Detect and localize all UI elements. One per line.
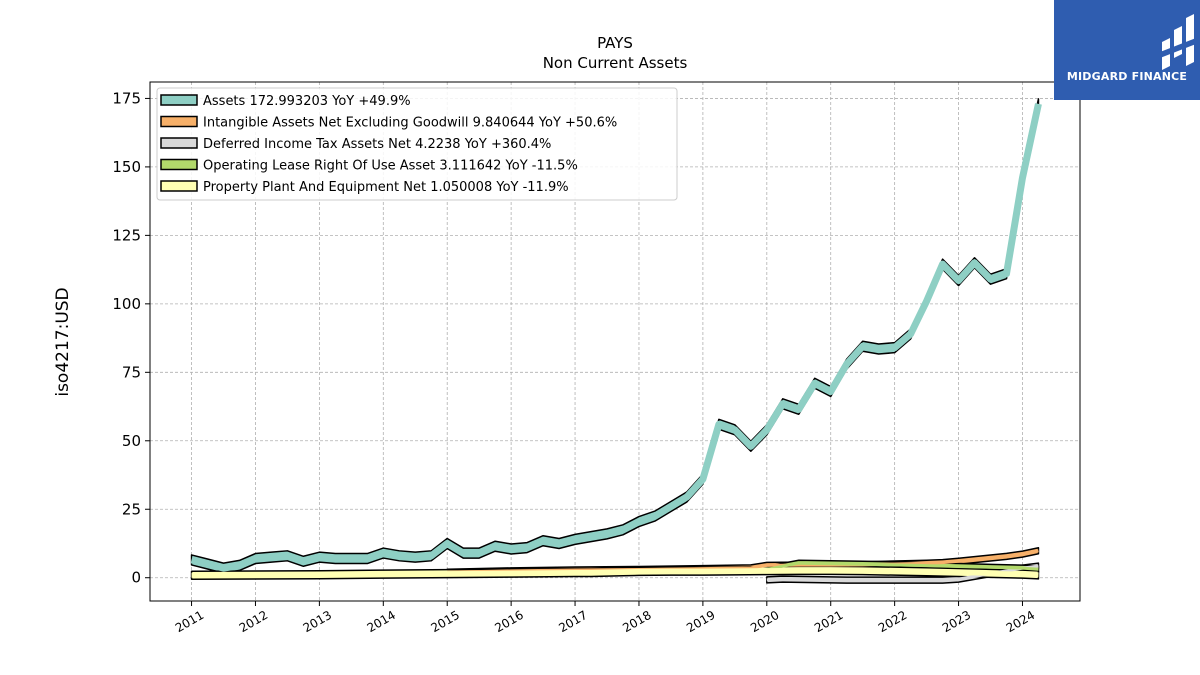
y-tick-label: 0 — [131, 569, 141, 587]
legend-entry: Deferred Income Tax Assets Net 4.2238 Yo… — [203, 137, 551, 152]
x-tick-label: 2015 — [428, 608, 461, 635]
x-tick-label: 2018 — [620, 608, 653, 635]
y-axis-ticks: 0 25 50 75 100 125 150 175 — [112, 89, 150, 587]
series-line-assets — [190, 103, 1042, 572]
y-tick-label: 100 — [112, 295, 141, 313]
legend-swatch — [160, 137, 198, 149]
y-axis-label: iso4217:USD — [53, 287, 73, 396]
x-tick-label: 2012 — [237, 608, 270, 635]
chart-title: PAYS — [597, 34, 633, 52]
legend: Assets 172.993203 YoY +49.9% Intangible A… — [156, 87, 678, 201]
y-tick-label: 125 — [112, 226, 141, 244]
x-axis-ticks: 2011 2012 2013 2014 2015 2016 2017 2018 2019 2020… — [173, 601, 1037, 635]
legend-swatch — [160, 115, 198, 128]
x-tick-label: 2019 — [684, 608, 717, 635]
plot-border — [149, 81, 1081, 602]
legend-swatch — [160, 180, 198, 192]
legend-swatch — [160, 94, 198, 106]
legend-entry: Intangible Assets Net Excluding Goodwill… — [203, 116, 617, 131]
logo-mark-icon — [1160, 14, 1196, 70]
legend-entry: Property Plant And Equipment Net 1.05000… — [203, 180, 569, 195]
legend-entry: Operating Lease Right Of Use Asset 3.111… — [203, 159, 578, 174]
series-line-property-plant-and-equipment-net — [191, 567, 1039, 578]
x-tick-label: 2017 — [556, 608, 589, 635]
y-tick-label: 150 — [112, 158, 141, 176]
logo-text: MIDGARD FINANCE — [1066, 70, 1188, 83]
x-tick-label: 2020 — [748, 608, 781, 635]
x-tick-label: 2024 — [1004, 608, 1037, 635]
series-lines — [190, 103, 1042, 582]
x-tick-label: 2021 — [812, 608, 845, 635]
y-tick-label: 50 — [122, 432, 141, 450]
x-tick-label: 2014 — [365, 608, 398, 635]
legend-swatch — [160, 158, 198, 171]
y-tick-label: 25 — [122, 500, 141, 518]
y-tick-label: 75 — [122, 363, 141, 381]
x-tick-label: 2022 — [876, 608, 909, 635]
chart-subtitle: Non Current Assets — [543, 54, 688, 72]
y-tick-label: 175 — [112, 89, 141, 107]
legend-box — [156, 87, 678, 201]
x-tick-label: 2016 — [492, 608, 525, 635]
x-tick-label: 2013 — [301, 608, 334, 635]
midgard-finance-logo: MIDGARD FINANCE — [1054, 0, 1200, 100]
x-tick-label: 2023 — [940, 608, 973, 635]
series-line-operating-lease-right-of-use-asset — [766, 561, 1039, 571]
legend-entry: Assets 172.993203 YoY +49.9% — [203, 94, 411, 109]
x-tick-label: 2011 — [173, 608, 206, 635]
